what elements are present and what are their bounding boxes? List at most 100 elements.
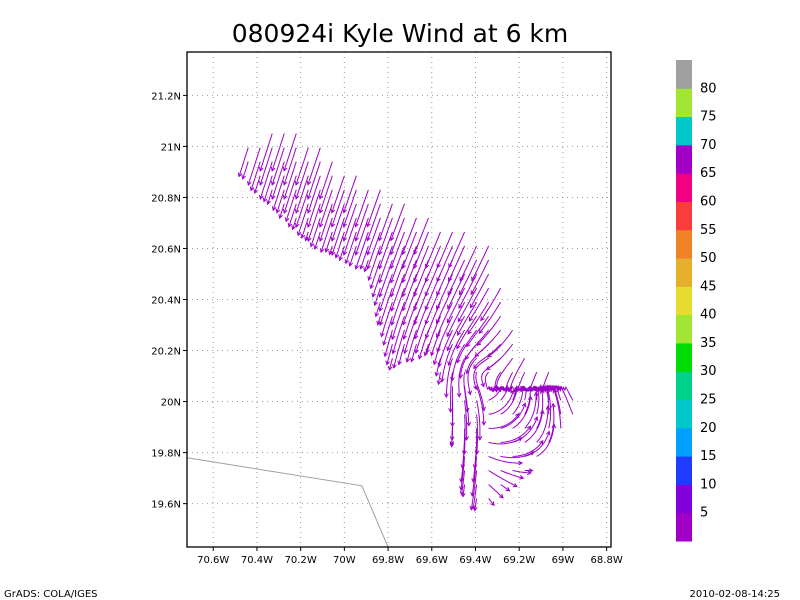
colorbar-segment xyxy=(676,399,692,429)
streamline-arrowhead xyxy=(469,303,475,309)
streamline-arrowhead xyxy=(366,222,371,228)
streamline xyxy=(238,147,249,177)
streamline xyxy=(271,161,285,200)
streamline-arrowhead xyxy=(527,470,532,476)
streamline xyxy=(391,287,405,326)
streamline xyxy=(448,245,466,282)
streamline-arrowhead xyxy=(413,292,418,298)
colorbar-segment xyxy=(676,258,692,287)
streamline-arrowhead xyxy=(467,329,472,335)
streamline-arrowhead xyxy=(446,332,451,338)
streamline xyxy=(391,301,405,340)
streamline xyxy=(402,217,417,255)
streamline xyxy=(446,315,466,351)
streamline xyxy=(402,287,417,325)
streamline-arrowhead xyxy=(470,290,475,296)
colorbar-segment xyxy=(676,88,692,118)
streamline-arrowhead xyxy=(373,301,378,307)
streamline xyxy=(383,315,393,346)
streamline-arrowhead xyxy=(282,194,288,200)
streamline xyxy=(398,344,405,365)
streamline-arrowhead xyxy=(270,166,276,172)
streamline xyxy=(319,161,333,199)
streamline xyxy=(378,231,393,269)
streamline xyxy=(426,315,441,353)
streamline xyxy=(345,231,357,264)
streamline-arrowhead xyxy=(313,245,319,251)
streamline xyxy=(441,343,453,382)
streamline xyxy=(390,259,405,297)
streamline-arrowhead xyxy=(309,242,315,248)
streamline xyxy=(390,245,405,283)
streamline xyxy=(402,259,417,297)
streamline-arrowhead xyxy=(378,306,384,312)
streamline-arrowhead xyxy=(294,208,300,214)
streamline xyxy=(355,217,369,255)
streamline xyxy=(512,396,532,429)
streamline-arrowhead xyxy=(391,349,397,355)
streamline-arrowhead xyxy=(397,360,402,366)
streamline-arrowhead xyxy=(528,468,534,473)
streamline xyxy=(447,259,466,296)
streamline xyxy=(305,231,309,241)
streamline xyxy=(418,329,429,359)
streamline-arrowhead xyxy=(402,334,407,340)
streamline xyxy=(477,315,502,346)
streamline xyxy=(462,484,466,497)
streamline-arrowhead xyxy=(296,231,302,237)
streamline xyxy=(378,217,393,255)
streamline-arrowhead xyxy=(498,493,504,499)
streamline-arrowhead xyxy=(380,332,385,338)
streamline-arrowhead xyxy=(342,222,348,228)
streamline xyxy=(459,259,478,295)
streamline-arrowhead xyxy=(259,194,264,200)
streamline-arrowhead xyxy=(520,385,525,391)
colorbar-label: 60 xyxy=(700,194,717,209)
streamline xyxy=(307,147,321,185)
streamline xyxy=(550,386,562,415)
grid-lines xyxy=(187,52,611,547)
streamline-arrowhead xyxy=(478,329,484,334)
streamline-arrowhead xyxy=(539,388,545,394)
colorbar-segment xyxy=(676,342,692,372)
streamline-arrowhead xyxy=(318,236,324,242)
streamline-arrowhead xyxy=(472,506,478,512)
streamline xyxy=(435,358,441,376)
colorbar-label: 65 xyxy=(700,166,717,181)
streamline-arrowhead xyxy=(376,320,381,326)
streamline xyxy=(380,301,393,337)
streamline-arrowhead xyxy=(378,264,383,270)
streamline xyxy=(476,400,481,440)
streamline-arrowhead xyxy=(318,208,324,214)
streamline-arrowhead xyxy=(447,277,453,283)
colorbar-segment xyxy=(676,456,692,485)
colorbar-label: 35 xyxy=(700,336,717,351)
streamline xyxy=(367,217,381,255)
streamline-arrowhead xyxy=(270,194,276,200)
streamline xyxy=(307,189,321,228)
streamline xyxy=(339,245,345,261)
streamline-arrowhead xyxy=(439,377,445,383)
streamline-arrowhead xyxy=(505,386,510,392)
streamline-arrowhead xyxy=(306,180,312,186)
streamline-arrowhead xyxy=(334,253,340,259)
streamline xyxy=(456,329,478,363)
streamline xyxy=(413,231,429,269)
streamline xyxy=(536,424,555,457)
streamline xyxy=(488,390,514,415)
streamline-arrowhead xyxy=(546,388,551,394)
streamline xyxy=(360,245,369,269)
streamline xyxy=(457,287,478,322)
streamline-arrowhead xyxy=(417,354,423,360)
streamline-arrowhead xyxy=(466,421,472,427)
colorbar-segment xyxy=(676,116,692,146)
streamline-arrowhead xyxy=(403,349,408,355)
streamline xyxy=(472,484,478,509)
streamline-arrowhead xyxy=(551,423,557,429)
streamline-arrowhead xyxy=(468,316,474,322)
streamline xyxy=(319,203,333,242)
streamline xyxy=(250,161,261,191)
streamline-arrowhead xyxy=(538,386,543,392)
streamline-arrowhead xyxy=(471,504,476,510)
